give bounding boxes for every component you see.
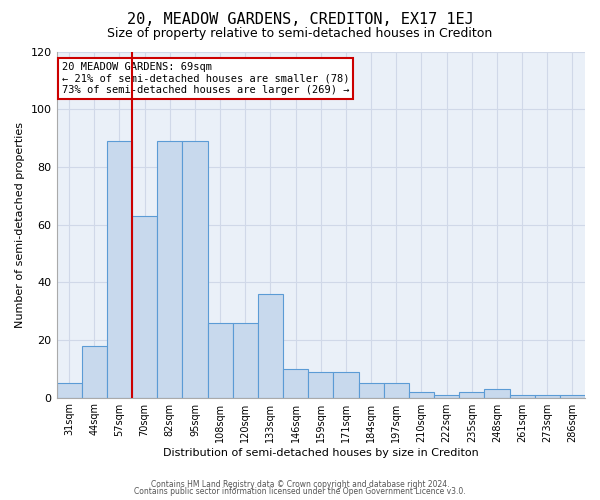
- Bar: [484, 389, 509, 398]
- X-axis label: Distribution of semi-detached houses by size in Crediton: Distribution of semi-detached houses by …: [163, 448, 479, 458]
- Bar: [334, 372, 359, 398]
- Bar: [208, 322, 233, 398]
- Bar: [82, 346, 107, 398]
- Bar: [459, 392, 484, 398]
- Bar: [283, 368, 308, 398]
- Bar: [434, 394, 459, 398]
- Bar: [535, 394, 560, 398]
- Bar: [409, 392, 434, 398]
- Bar: [359, 383, 383, 398]
- Y-axis label: Number of semi-detached properties: Number of semi-detached properties: [15, 122, 25, 328]
- Bar: [233, 322, 258, 398]
- Text: Size of property relative to semi-detached houses in Crediton: Size of property relative to semi-detach…: [107, 28, 493, 40]
- Bar: [182, 141, 208, 398]
- Bar: [107, 141, 132, 398]
- Bar: [509, 394, 535, 398]
- Text: 20, MEADOW GARDENS, CREDITON, EX17 1EJ: 20, MEADOW GARDENS, CREDITON, EX17 1EJ: [127, 12, 473, 28]
- Text: Contains public sector information licensed under the Open Government Licence v3: Contains public sector information licen…: [134, 487, 466, 496]
- Bar: [383, 383, 409, 398]
- Text: 20 MEADOW GARDENS: 69sqm
← 21% of semi-detached houses are smaller (78)
73% of s: 20 MEADOW GARDENS: 69sqm ← 21% of semi-d…: [62, 62, 349, 95]
- Text: Contains HM Land Registry data © Crown copyright and database right 2024.: Contains HM Land Registry data © Crown c…: [151, 480, 449, 489]
- Bar: [56, 383, 82, 398]
- Bar: [560, 394, 585, 398]
- Bar: [157, 141, 182, 398]
- Bar: [258, 294, 283, 398]
- Bar: [308, 372, 334, 398]
- Bar: [132, 216, 157, 398]
